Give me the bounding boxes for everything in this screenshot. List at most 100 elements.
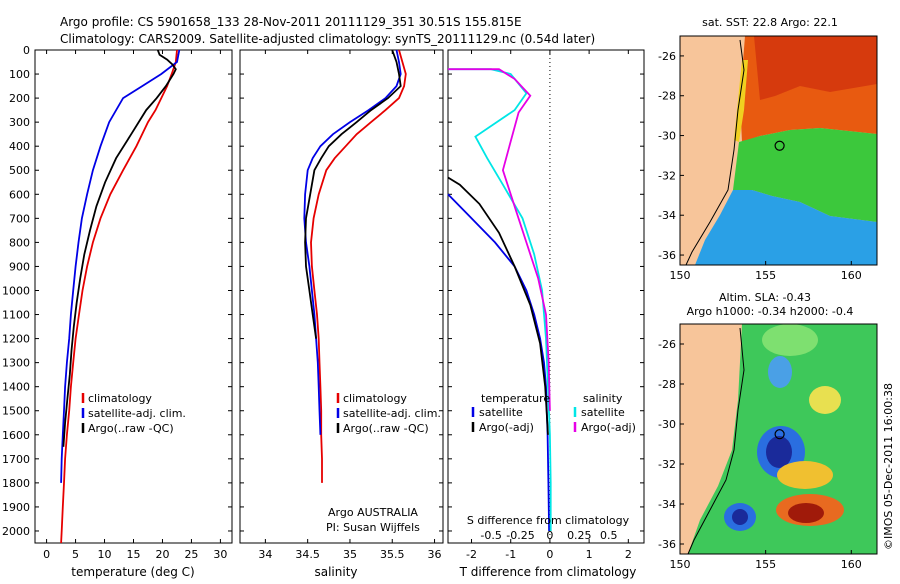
legend-label: Argo(..raw -QC) <box>343 422 429 435</box>
sst-map-axes <box>679 35 878 266</box>
legend-label: satellite-adj. clim. <box>88 407 186 420</box>
sla-argo-marker <box>774 429 785 440</box>
series-climatology <box>310 49 407 483</box>
map-x-tick-label: 150 <box>670 558 691 571</box>
series-argo-raw-qc- <box>62 49 177 447</box>
s-tick-label: -0.5 <box>480 529 501 542</box>
sla-low-core <box>766 436 792 468</box>
map-y-tick-label: -26 <box>658 338 676 351</box>
y-tick-label: 2000 <box>2 525 30 538</box>
legend-label: satellite <box>479 406 523 419</box>
x-tick-label: 30 <box>213 548 227 561</box>
difference-ticks: -2 -1 0 1 2 -0.5 -0.25 0 0.25 0.5 <box>448 49 644 561</box>
sst-cool-region <box>695 190 877 265</box>
y-tick-label: 200 <box>9 92 30 105</box>
sla-map-axes <box>679 323 878 555</box>
difference-legend: temperature salinitysatelliteArgo(-adj)sa… <box>471 392 636 434</box>
x-tick-label: 0 <box>43 548 50 561</box>
legend-label: satellite-adj. clim. <box>343 407 441 420</box>
series-temperature-argo-adj- <box>447 176 549 435</box>
sst-argo-marker <box>774 140 785 151</box>
s-tick-label: -0.25 <box>506 529 534 542</box>
footer-stamp: ©IMOS 05-Dec-2011 16:00:38 <box>882 383 895 550</box>
map-x-tick-label: 160 <box>841 269 862 282</box>
sla-map-panel: Altim. SLA: -0.43 Argo h1000: -0.34 h200… <box>658 291 878 571</box>
y-tick-label: 400 <box>9 140 30 153</box>
series-argo-raw-qc- <box>304 49 402 339</box>
y-tick-label: 1500 <box>2 405 30 418</box>
map-x-tick-label: 160 <box>841 558 862 571</box>
salinity-lines <box>303 49 407 483</box>
sst-coastal-band <box>734 60 748 142</box>
map-x-tick-label: 155 <box>755 269 776 282</box>
y-tick-label: 100 <box>9 68 30 81</box>
x-tick-label: 20 <box>155 548 169 561</box>
map-y-tick-label: -36 <box>658 538 676 551</box>
series-satellite-adj-clim- <box>303 49 402 435</box>
salinity-xlabel: salinity <box>314 565 357 579</box>
x-tick-label: 35 <box>343 548 357 561</box>
legend-header-salinity: salinity <box>583 392 623 405</box>
x-tick-label: 15 <box>127 548 141 561</box>
x-tick-label: 1 <box>586 548 593 561</box>
x-tick-label: 34 <box>258 548 272 561</box>
map-y-tick-label: -32 <box>658 169 676 182</box>
title-line1: Argo profile: CS 5901658_133 28-Nov-2011… <box>60 15 522 29</box>
y-tick-label: 1400 <box>2 381 30 394</box>
legend-label: climatology <box>343 392 407 405</box>
y-tick-label: 1600 <box>2 429 30 442</box>
salinity-ticks: 34 34.5 35 35.5 36 <box>240 49 443 561</box>
sst-map-ticks: 150 155 160 -26 -28 -30 -32 -34 -36 <box>658 50 862 282</box>
argo-pi-note: PI: Susan Wijffels <box>326 521 420 534</box>
y-tick-label: 800 <box>9 236 30 249</box>
difference-panel: -2 -1 0 1 2 -0.5 -0.25 0 0.25 0.5 S difference fr… <box>447 49 645 579</box>
map-y-tick-label: -32 <box>658 458 676 471</box>
series-climatology <box>60 49 178 544</box>
sla-high-band <box>777 461 833 489</box>
legend-label: climatology <box>88 392 152 405</box>
map-y-tick-label: -34 <box>658 209 676 222</box>
y-tick-label: 1800 <box>2 477 30 490</box>
map-y-tick-label: -34 <box>658 498 676 511</box>
salinity-legend: climatology satellite-adj. clim. Argo(..ra… <box>336 392 441 435</box>
temperature-legend: climatology satellite-adj. clim. Argo(..ra… <box>81 392 186 435</box>
x-tick-label: 0 <box>546 548 553 561</box>
title-line2: Climatology: CARS2009. Satellite-adjuste… <box>60 32 595 46</box>
sla-high-blob-east <box>809 386 841 414</box>
legend-label: Argo(-adj) <box>581 421 636 434</box>
s-tick-label: 0 <box>546 529 553 542</box>
s-tick-label: 0.25 <box>567 529 592 542</box>
y-tick-label: 900 <box>9 260 30 273</box>
legend-label: Argo(..raw -QC) <box>88 422 174 435</box>
x-tick-label: 10 <box>98 548 112 561</box>
sla-light-blob <box>762 324 818 356</box>
sla-high-core <box>788 503 824 523</box>
sst-coastline <box>685 39 745 266</box>
legend-header-temperature: temperature <box>481 392 550 405</box>
sla-low-blob-south-core <box>732 509 748 525</box>
y-tick-label: 700 <box>9 212 30 225</box>
y-tick-label: 1100 <box>2 309 30 322</box>
argo-country-note: Argo AUSTRALIA <box>328 506 418 519</box>
x-tick-label: -2 <box>466 548 477 561</box>
salinity-panel: 34 34.5 35 35.5 36 salinity climatology satel… <box>239 49 444 579</box>
map-y-tick-label: -36 <box>658 249 676 262</box>
legend-label: satellite <box>581 406 625 419</box>
y-tick-label: 1700 <box>2 453 30 466</box>
x-tick-label: 2 <box>625 548 632 561</box>
temperature-lines <box>60 49 181 544</box>
map-y-tick-label: -28 <box>658 378 676 391</box>
sla-coastline <box>687 327 745 555</box>
x-tick-label: 35.5 <box>380 548 405 561</box>
y-tick-label: 1300 <box>2 357 30 370</box>
sla-map-ticks: 150 155 160 -26 -28 -30 -32 -34 -36 <box>658 338 862 571</box>
series-salinity-satellite <box>448 68 552 531</box>
sst-map-title: sat. SST: 22.8 Argo: 22.1 <box>702 16 838 29</box>
series-salinity-argo-adj- <box>448 68 551 411</box>
x-tick-label: -1 <box>505 548 516 561</box>
y-tick-label: 500 <box>9 164 30 177</box>
difference-lines <box>447 68 552 532</box>
series-temperature-satellite <box>447 193 550 532</box>
difference-top-label: S difference from climatology <box>467 514 630 527</box>
